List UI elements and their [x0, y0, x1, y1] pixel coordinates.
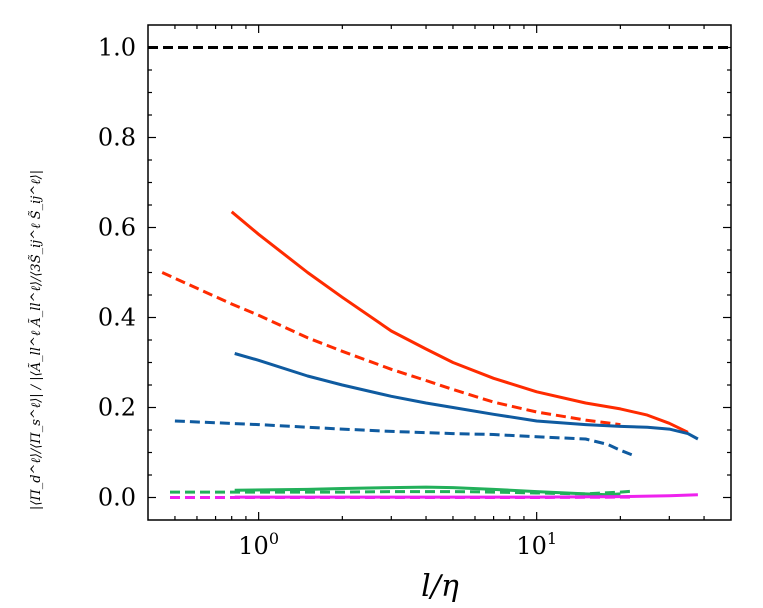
y-tick-label: 0.4: [98, 304, 136, 332]
series-line-3: [234, 352, 699, 441]
y-tick-label: 1.0: [98, 34, 136, 62]
y-tick-label: 0.8: [98, 124, 136, 152]
ticks: [148, 25, 731, 520]
series-line-1: [230, 210, 689, 434]
plot-area: [148, 46, 731, 499]
y-axis-label-text: |⟨Π_d^ℓ⟩/⟨Π_s^ℓ⟩| / |⟨Ã_ll^ℓ Ã_ll^ℓ⟩/⟨3S…: [28, 170, 44, 510]
y-tick-label: 0.0: [98, 484, 136, 512]
series-line-6: [170, 489, 633, 496]
y-tick-label: 0.2: [98, 394, 136, 422]
series-line-4: [174, 419, 633, 457]
y-tick-label: 0.6: [98, 214, 136, 242]
series-line-2: [161, 271, 621, 427]
y-axis-label: |⟨Π_d^ℓ⟩/⟨Π_s^ℓ⟩| / |⟨Ã_ll^ℓ Ã_ll^ℓ⟩/⟨3S…: [28, 170, 44, 510]
x-axis-label: l/η: [421, 569, 459, 604]
